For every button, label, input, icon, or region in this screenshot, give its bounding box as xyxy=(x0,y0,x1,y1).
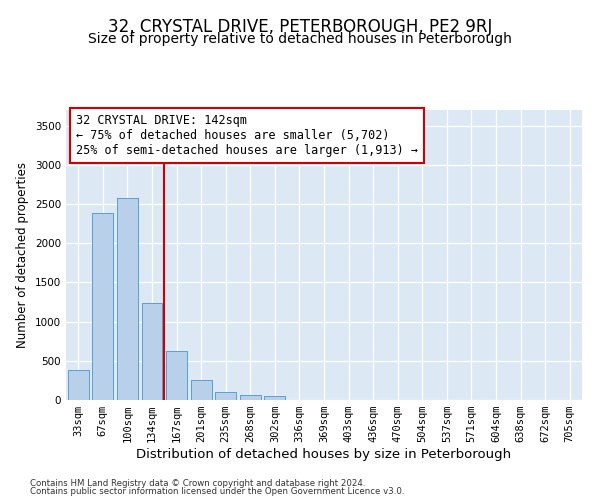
Text: 32, CRYSTAL DRIVE, PETERBOROUGH, PE2 9RJ: 32, CRYSTAL DRIVE, PETERBOROUGH, PE2 9RJ xyxy=(108,18,492,36)
Bar xyxy=(142,303,163,400)
Bar xyxy=(117,198,138,400)
Bar xyxy=(215,392,236,400)
Text: Contains HM Land Registry data © Crown copyright and database right 2024.: Contains HM Land Registry data © Crown c… xyxy=(30,478,365,488)
Y-axis label: Number of detached properties: Number of detached properties xyxy=(16,162,29,348)
Text: 32 CRYSTAL DRIVE: 142sqm
← 75% of detached houses are smaller (5,702)
25% of sem: 32 CRYSTAL DRIVE: 142sqm ← 75% of detach… xyxy=(76,114,418,158)
Text: Contains public sector information licensed under the Open Government Licence v3: Contains public sector information licen… xyxy=(30,487,404,496)
Bar xyxy=(191,380,212,400)
Bar xyxy=(265,396,286,400)
Text: Size of property relative to detached houses in Peterborough: Size of property relative to detached ho… xyxy=(88,32,512,46)
Bar xyxy=(92,214,113,400)
Bar xyxy=(68,370,89,400)
Bar xyxy=(240,396,261,400)
Bar xyxy=(166,350,187,400)
X-axis label: Distribution of detached houses by size in Peterborough: Distribution of detached houses by size … xyxy=(136,448,512,461)
